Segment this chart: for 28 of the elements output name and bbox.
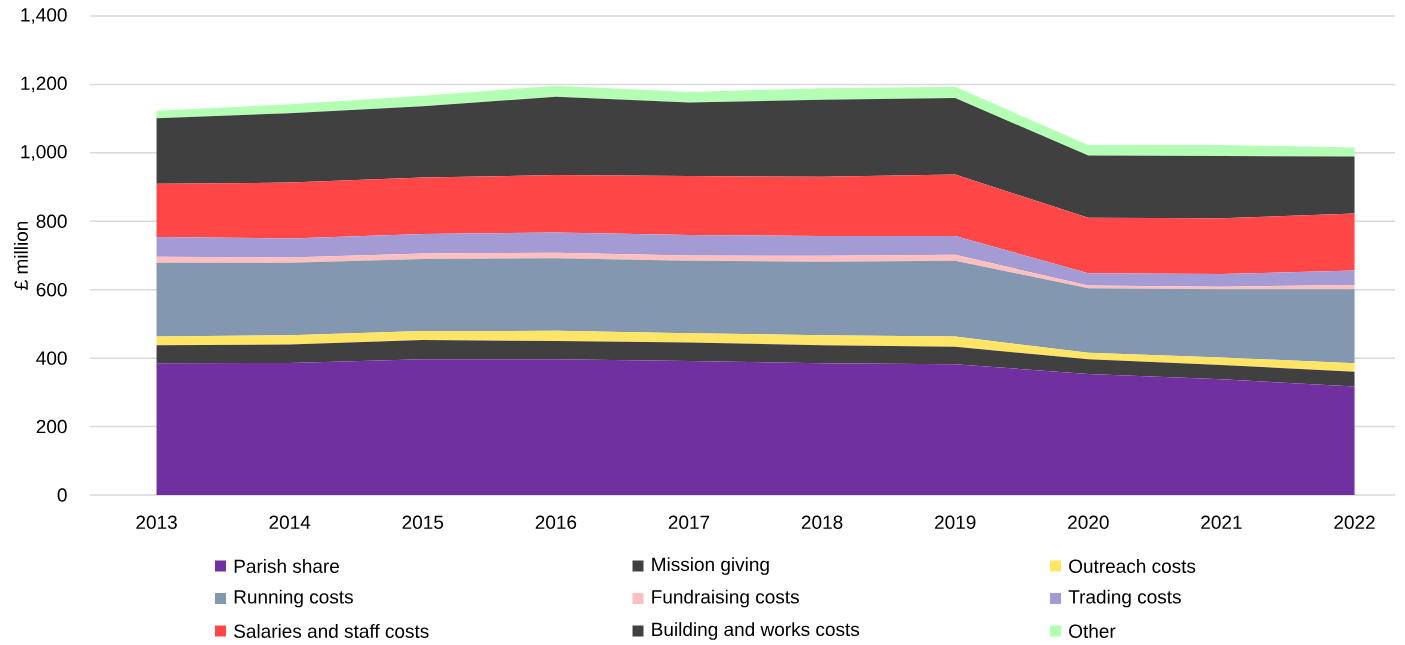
x-tick-label: 2013 <box>136 515 177 529</box>
x-tick-label: 2020 <box>1068 515 1109 529</box>
legend-label: Running costs <box>234 589 353 608</box>
legend-label: Other <box>1069 624 1116 638</box>
x-tick-label: 2017 <box>668 515 710 529</box>
y-tick-label: 1,400 <box>21 8 67 24</box>
legend-label: Outreach costs <box>1069 559 1196 573</box>
y-tick-label: 1,200 <box>21 76 67 93</box>
x-tick-label: 2018 <box>801 515 843 529</box>
x-tick-label: 2021 <box>1201 515 1242 529</box>
x-tick-label: 2022 <box>1334 515 1375 529</box>
x-tick-label: 2014 <box>269 515 311 529</box>
y-tick-label: 800 <box>36 214 67 229</box>
y-tick-label: 200 <box>36 419 67 434</box>
y-tick-label: 600 <box>36 282 67 297</box>
legend-label: Salaries and staff costs <box>234 624 429 638</box>
legend-label: Trading costs <box>1068 589 1181 608</box>
x-tick-label: 2016 <box>535 515 577 529</box>
y-tick-label: 0 <box>57 488 67 502</box>
x-tick-label: 2015 <box>402 515 444 529</box>
y-axis-title: £ million <box>13 221 28 290</box>
legend-label: Building and works costs <box>652 622 860 640</box>
legend-label: Mission giving <box>652 557 769 575</box>
legend-label: Fundraising costs <box>652 589 799 608</box>
legend-label: Parish share <box>234 559 339 573</box>
y-tick-label: 400 <box>36 351 67 365</box>
y-tick-label: 1,000 <box>21 145 67 161</box>
x-tick-label: 2019 <box>935 515 976 529</box>
